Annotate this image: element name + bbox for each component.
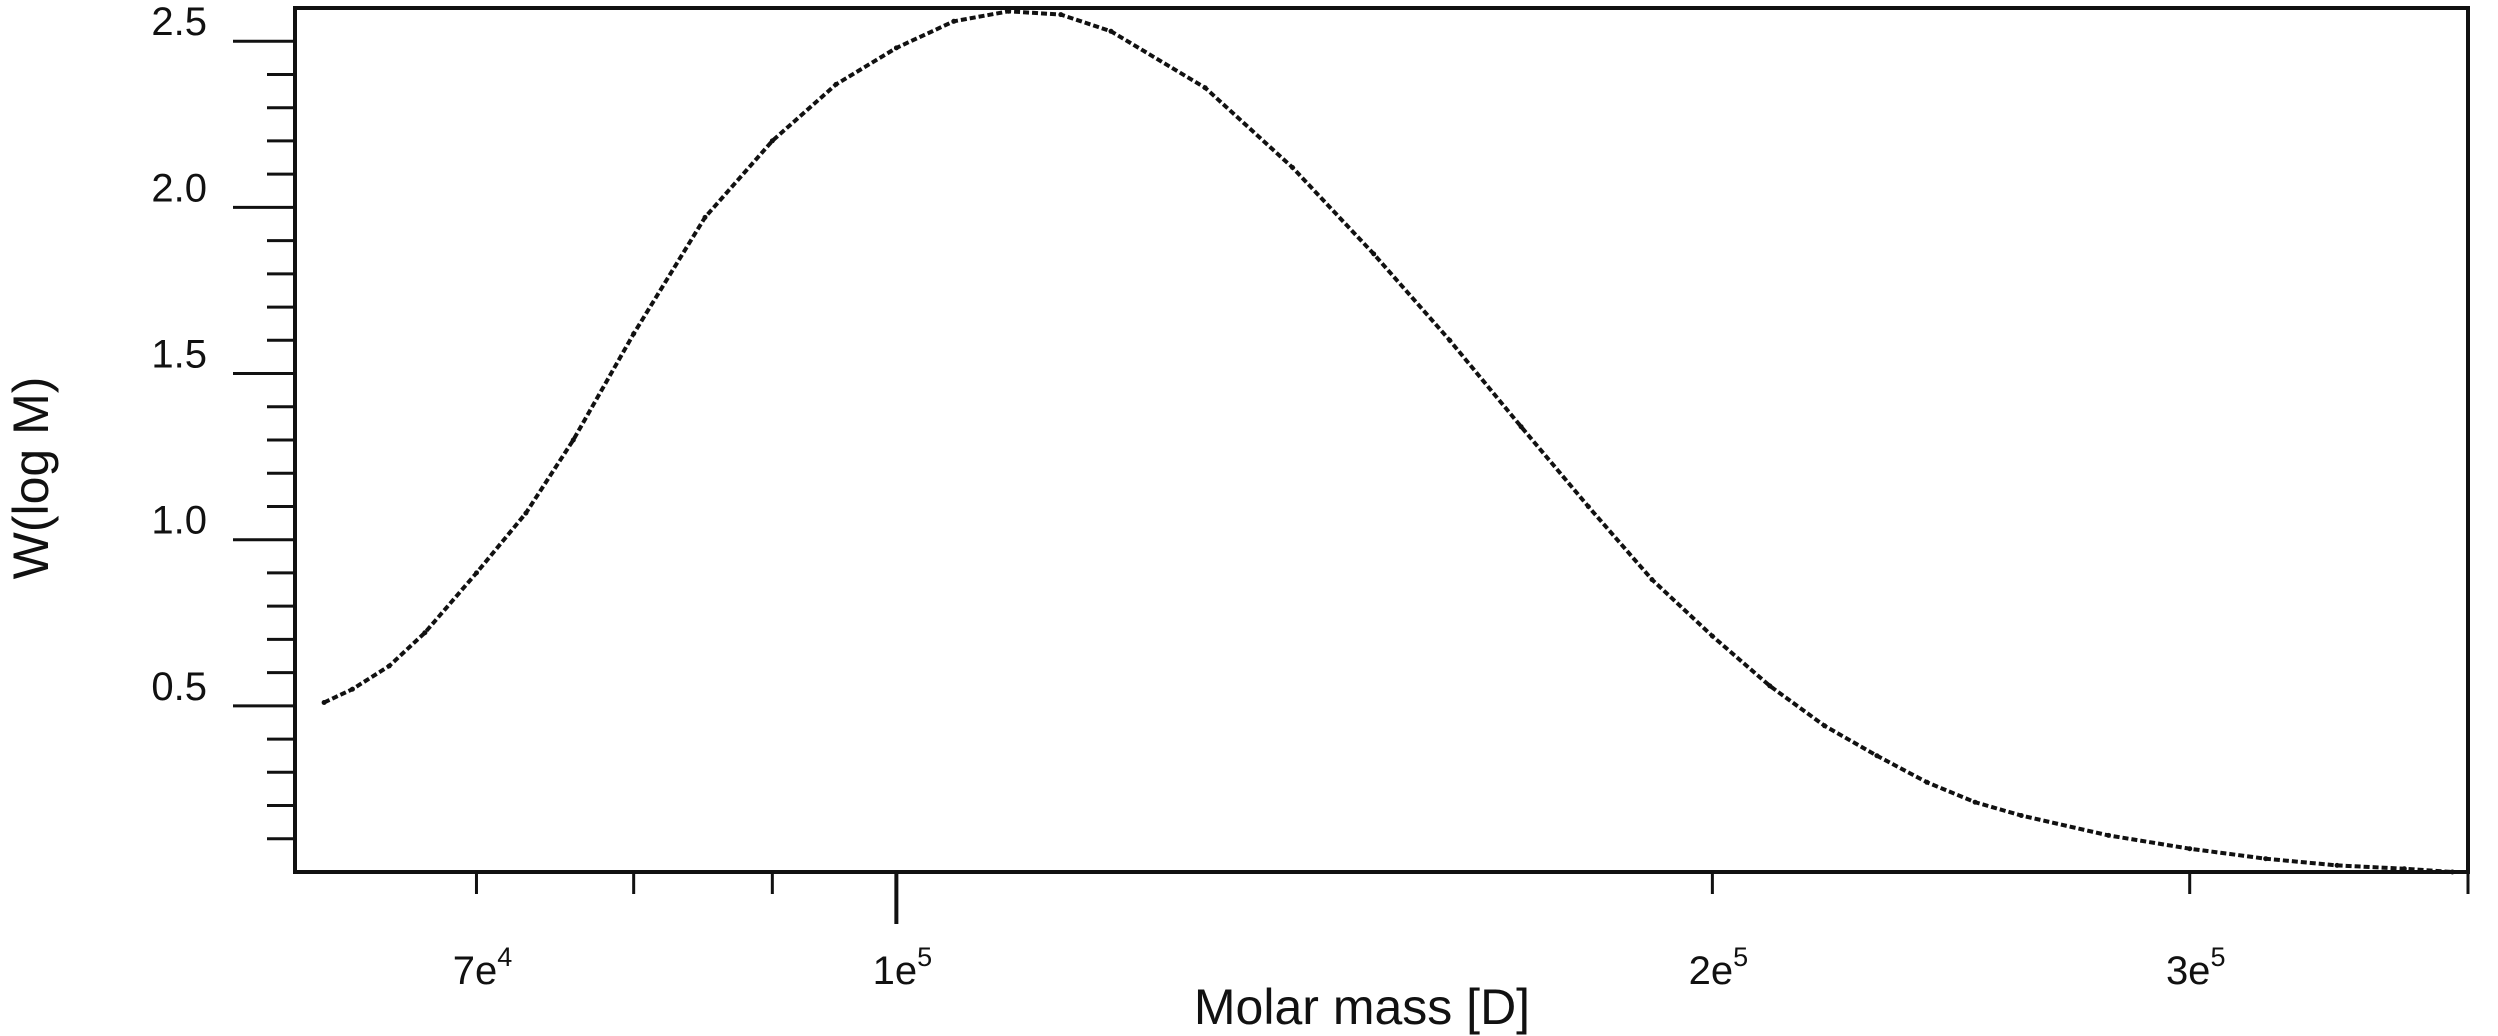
y-tick-label: 1.0 [151, 499, 207, 543]
y-axis-title: W(log M) [3, 377, 59, 580]
tick-labels: 0.5 1.0 1.5 2.0 2.5 7e4 1e5 2e5 3e5 [151, 0, 2225, 993]
data-point [1649, 577, 1655, 583]
data-point [1290, 165, 1295, 170]
data-point [1202, 85, 1208, 91]
data-point [1767, 683, 1773, 689]
data-point [1972, 799, 1978, 805]
data-point [1874, 753, 1880, 759]
data-point [2263, 856, 2269, 862]
data-point [2334, 862, 2340, 868]
x-tick-label: 2e5 [1689, 942, 1749, 993]
data-point [1924, 779, 1930, 785]
data-point [523, 510, 529, 516]
data-point [2187, 846, 2193, 852]
data-point [1108, 28, 1114, 34]
data-point [1822, 723, 1828, 729]
y-tick-label: 0.5 [151, 665, 207, 709]
data-point [422, 630, 428, 636]
y-tick-label: 1.5 [151, 333, 207, 377]
y-tick-label: 2.0 [151, 166, 207, 210]
x-tick-label: 7e4 [453, 942, 513, 993]
data-point [570, 437, 576, 443]
x-axis-title: Molar mass [D] [1194, 979, 1530, 1035]
x-tick-label: 3e5 [2166, 942, 2226, 993]
data-point [1518, 424, 1524, 430]
data-point [1058, 12, 1064, 18]
data-point [1585, 504, 1591, 509]
data-point [833, 81, 839, 87]
axes [293, 6, 2470, 874]
data-point [2449, 869, 2455, 875]
data-point [2018, 813, 2024, 818]
data-point [474, 570, 479, 576]
data-point [1709, 633, 1715, 639]
plot-frame [293, 6, 2470, 874]
y-tick-label: 2.5 [151, 0, 207, 44]
tick-marks [233, 39, 2470, 924]
data-point [2401, 866, 2407, 872]
data-point [1006, 8, 1012, 14]
data-point [2106, 832, 2111, 838]
x-tick-label: 1e5 [873, 942, 933, 993]
data-point [702, 214, 708, 220]
data-point [951, 18, 957, 24]
data-point [769, 138, 775, 144]
data-point [386, 663, 392, 669]
data-point [1447, 337, 1453, 343]
series-line [323, 9, 2453, 874]
data-point [349, 686, 355, 692]
data-point [631, 331, 637, 337]
data-point [893, 45, 899, 51]
data-point [1371, 251, 1377, 257]
data-point [321, 700, 327, 705]
series-layer [321, 8, 2455, 875]
